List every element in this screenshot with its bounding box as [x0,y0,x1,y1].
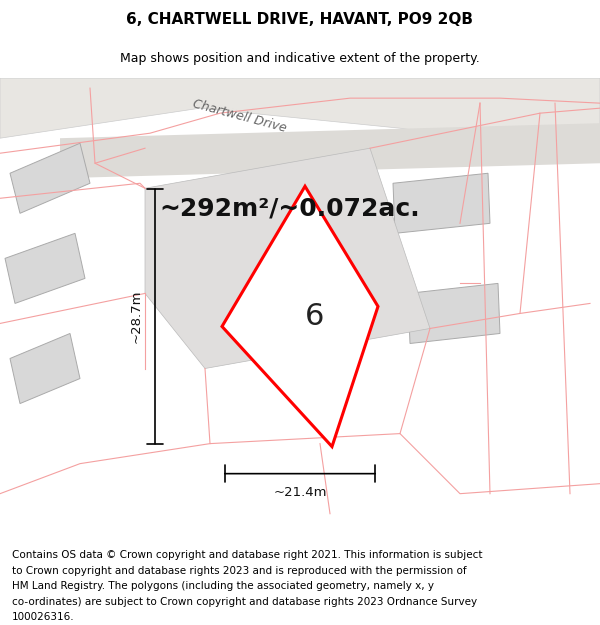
Polygon shape [5,233,85,303]
Text: 100026316.: 100026316. [12,612,74,622]
Text: ~292m²/~0.072ac.: ~292m²/~0.072ac. [160,196,421,220]
Polygon shape [222,186,378,447]
Text: HM Land Registry. The polygons (including the associated geometry, namely x, y: HM Land Registry. The polygons (includin… [12,581,434,591]
Polygon shape [10,143,90,213]
Text: co-ordinates) are subject to Crown copyright and database rights 2023 Ordnance S: co-ordinates) are subject to Crown copyr… [12,596,477,606]
Polygon shape [60,123,600,178]
Polygon shape [145,148,430,369]
Text: to Crown copyright and database rights 2023 and is reproduced with the permissio: to Crown copyright and database rights 2… [12,566,467,576]
Polygon shape [408,283,500,344]
Text: Contains OS data © Crown copyright and database right 2021. This information is : Contains OS data © Crown copyright and d… [12,550,482,560]
Text: 6: 6 [305,302,324,331]
Polygon shape [0,78,600,158]
Text: ~28.7m: ~28.7m [130,290,143,343]
Polygon shape [10,334,80,404]
Text: 6, CHARTWELL DRIVE, HAVANT, PO9 2QB: 6, CHARTWELL DRIVE, HAVANT, PO9 2QB [127,12,473,27]
Polygon shape [393,173,490,233]
Text: Chartwell Drive: Chartwell Drive [191,98,289,135]
Text: ~21.4m: ~21.4m [273,486,327,499]
Text: Map shows position and indicative extent of the property.: Map shows position and indicative extent… [120,52,480,65]
